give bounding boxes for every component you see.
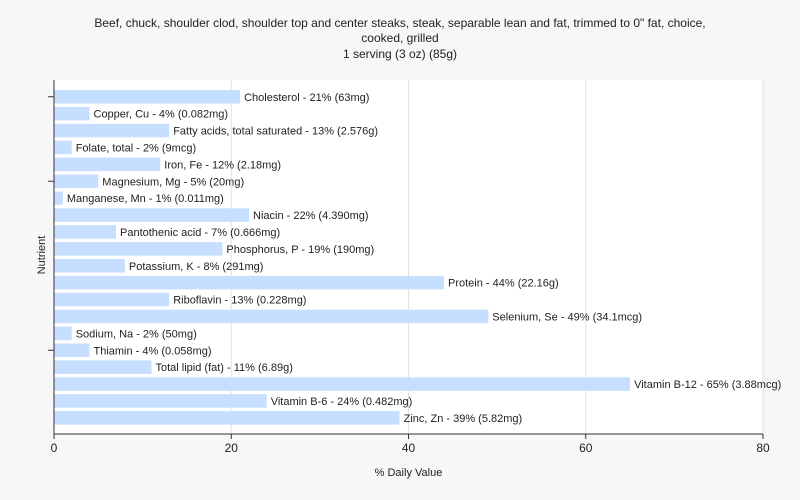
bar-label: Selenium, Se - 49% (34.1mcg) [492, 311, 642, 323]
bar [54, 90, 241, 104]
bar [54, 377, 631, 391]
bar-label: Niacin - 22% (4.390mg) [253, 210, 369, 222]
bar [54, 174, 99, 188]
bar-label: Folate, total - 2% (9mcg) [76, 142, 196, 154]
bar [54, 242, 223, 256]
bar [54, 394, 267, 408]
bar [54, 208, 249, 222]
x-tick-label: 40 [402, 441, 416, 455]
bar-label: Copper, Cu - 4% (0.082mg) [94, 109, 229, 121]
bar [54, 123, 170, 138]
bar-label: Sodium, Na - 2% (50mg) [76, 328, 197, 340]
bar-label: Iron, Fe - 12% (2.18mg) [164, 159, 281, 171]
x-tick-label: 0 [51, 441, 58, 455]
y-axis-title: Nutrient [36, 236, 48, 275]
bar [54, 225, 116, 239]
bar-label: Total lipid (fat) - 11% (6.89g) [156, 362, 293, 374]
bar-label: Vitamin B-6 - 24% (0.482mg) [271, 396, 413, 408]
bar-label: Zinc, Zn - 39% (5.82mg) [404, 413, 523, 425]
bar-label: Protein - 44% (22.16g) [448, 278, 559, 290]
bar [54, 191, 63, 205]
bar [54, 275, 444, 290]
bar [54, 360, 152, 374]
bar-label: Vitamin B-12 - 65% (3.88mcg) [634, 379, 781, 391]
bar-label: Cholesterol - 21% (63mg) [244, 92, 369, 104]
chart-title-line-2: cooked, grilled [361, 31, 439, 45]
chart-title-line-1: Beef, chuck, shoulder clod, shoulder top… [94, 16, 706, 30]
bar-label: Potassium, K - 8% (291mg) [129, 261, 264, 273]
chart-subtitle: 1 serving (3 oz) (85g) [342, 47, 458, 61]
bar [54, 259, 125, 273]
bar-label: Thiamin - 4% (0.058mg) [94, 345, 212, 357]
x-axis-title: % Daily Value [375, 467, 443, 479]
bar [54, 106, 90, 121]
bar-label: Riboflavin - 13% (0.228mg) [173, 295, 306, 307]
bar [54, 157, 161, 172]
bar-label: Fatty acids, total saturated - 13% (2.57… [173, 126, 378, 138]
bar [54, 411, 400, 425]
bar [54, 326, 72, 341]
x-tick-label: 20 [225, 441, 239, 455]
bar [54, 309, 489, 324]
x-tick-label: 60 [579, 441, 593, 455]
bar [54, 292, 170, 307]
bar [54, 140, 72, 155]
bar [54, 343, 90, 357]
bar-label: Magnesium, Mg - 5% (20mg) [102, 176, 244, 188]
x-tick-label: 80 [756, 441, 770, 455]
bar-label: Pantothenic acid - 7% (0.666mg) [120, 227, 280, 239]
bar-label: Manganese, Mn - 1% (0.011mg) [67, 193, 224, 205]
bar-label: Phosphorus, P - 19% (190mg) [226, 244, 374, 256]
